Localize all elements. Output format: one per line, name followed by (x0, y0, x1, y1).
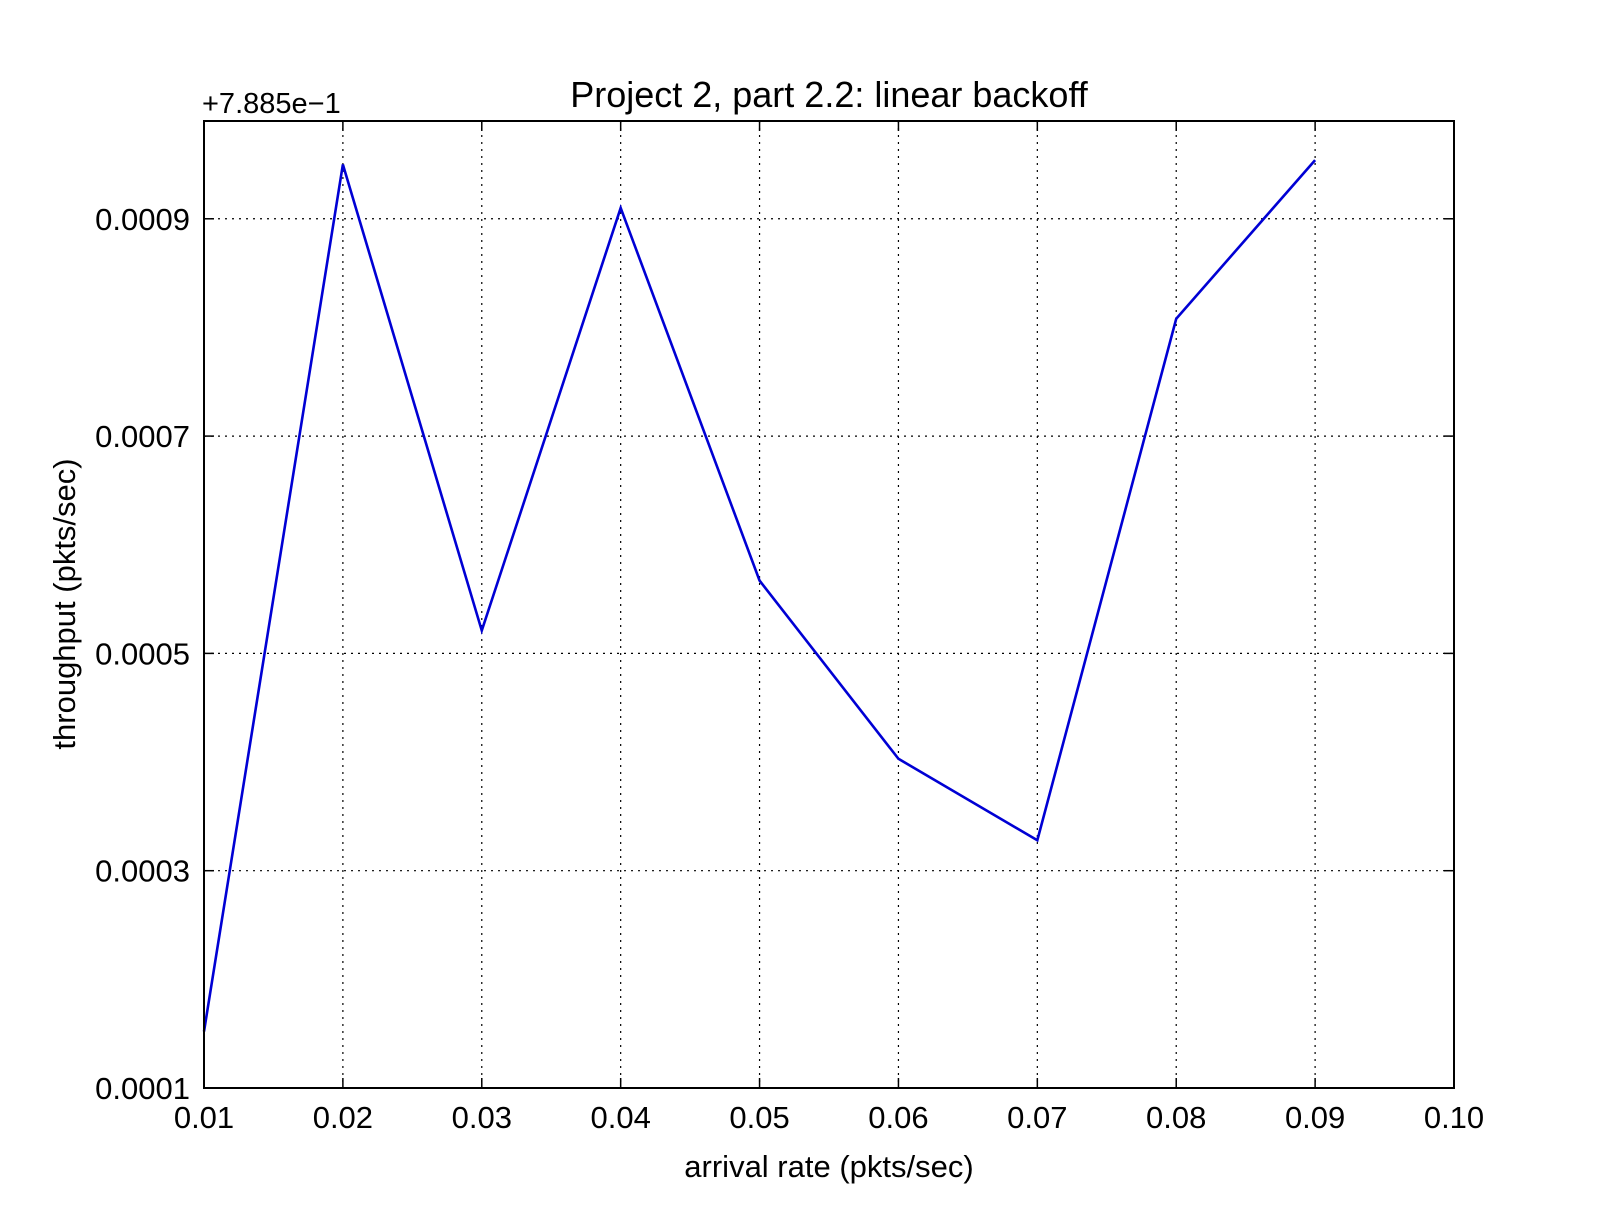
tick-marks (204, 121, 1454, 1088)
y-tick-label: 0.0007 (95, 419, 190, 454)
y-tick-label: 0.0001 (95, 1071, 190, 1106)
x-tick-label: 0.10 (1424, 1100, 1484, 1135)
x-axis-label: arrival rate (pkts/sec) (684, 1149, 973, 1184)
plot-frame (204, 121, 1454, 1088)
x-tick-label: 0.08 (1146, 1100, 1206, 1135)
x-tick-label: 0.07 (1007, 1100, 1067, 1135)
y-axis-label: throughput (pkts/sec) (47, 458, 82, 749)
x-tick-label: 0.03 (452, 1100, 512, 1135)
y-tick-label: 0.0005 (95, 636, 190, 671)
x-tick-label: 0.05 (729, 1100, 789, 1135)
grid-lines (204, 121, 1454, 1088)
x-tick-label: 0.04 (590, 1100, 650, 1135)
x-tick-label: 0.06 (868, 1100, 928, 1135)
y-tick-labels: 0.0001 0.0003 0.0005 0.0007 0.0009 (95, 202, 190, 1106)
x-tick-label: 0.02 (313, 1100, 373, 1135)
y-offset-label: +7.885e−1 (202, 88, 341, 120)
x-tick-label: 0.09 (1285, 1100, 1345, 1135)
y-tick-label: 0.0003 (95, 854, 190, 889)
y-tick-label: 0.0009 (95, 202, 190, 237)
chart-title: Project 2, part 2.2: linear backoff (570, 74, 1089, 115)
